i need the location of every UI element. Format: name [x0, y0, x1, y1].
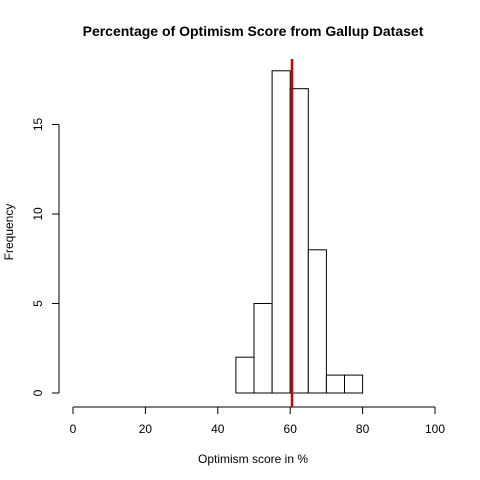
histogram-bar [289, 88, 309, 394]
histogram-bar [271, 70, 291, 394]
x-tick-label: 40 [211, 422, 225, 436]
x-tick-label: 20 [139, 422, 153, 436]
y-axis-label: Frequency [2, 204, 16, 261]
histogram-bar [344, 374, 364, 394]
histogram-bars [235, 70, 364, 394]
y-tick-label: 15 [31, 118, 45, 132]
x-tick-label: 100 [425, 422, 445, 436]
y-tick-label: 5 [31, 300, 45, 307]
y-axis: 0 5 10 15 [31, 118, 60, 396]
x-tick-label: 60 [284, 422, 298, 436]
histogram-bar [307, 249, 327, 394]
histogram-bar [253, 303, 273, 394]
x-axis-label: Optimism score in % [198, 452, 308, 466]
y-tick-label: 0 [31, 389, 45, 396]
histogram-bar [325, 374, 345, 394]
histogram-bar [235, 356, 255, 394]
chart-title: Percentage of Optimism Score from Gallup… [83, 23, 424, 39]
x-axis: 0 20 40 60 80 100 [70, 406, 445, 436]
x-tick-label: 80 [356, 422, 370, 436]
x-tick-label: 0 [70, 422, 77, 436]
y-tick-label: 10 [31, 207, 45, 221]
